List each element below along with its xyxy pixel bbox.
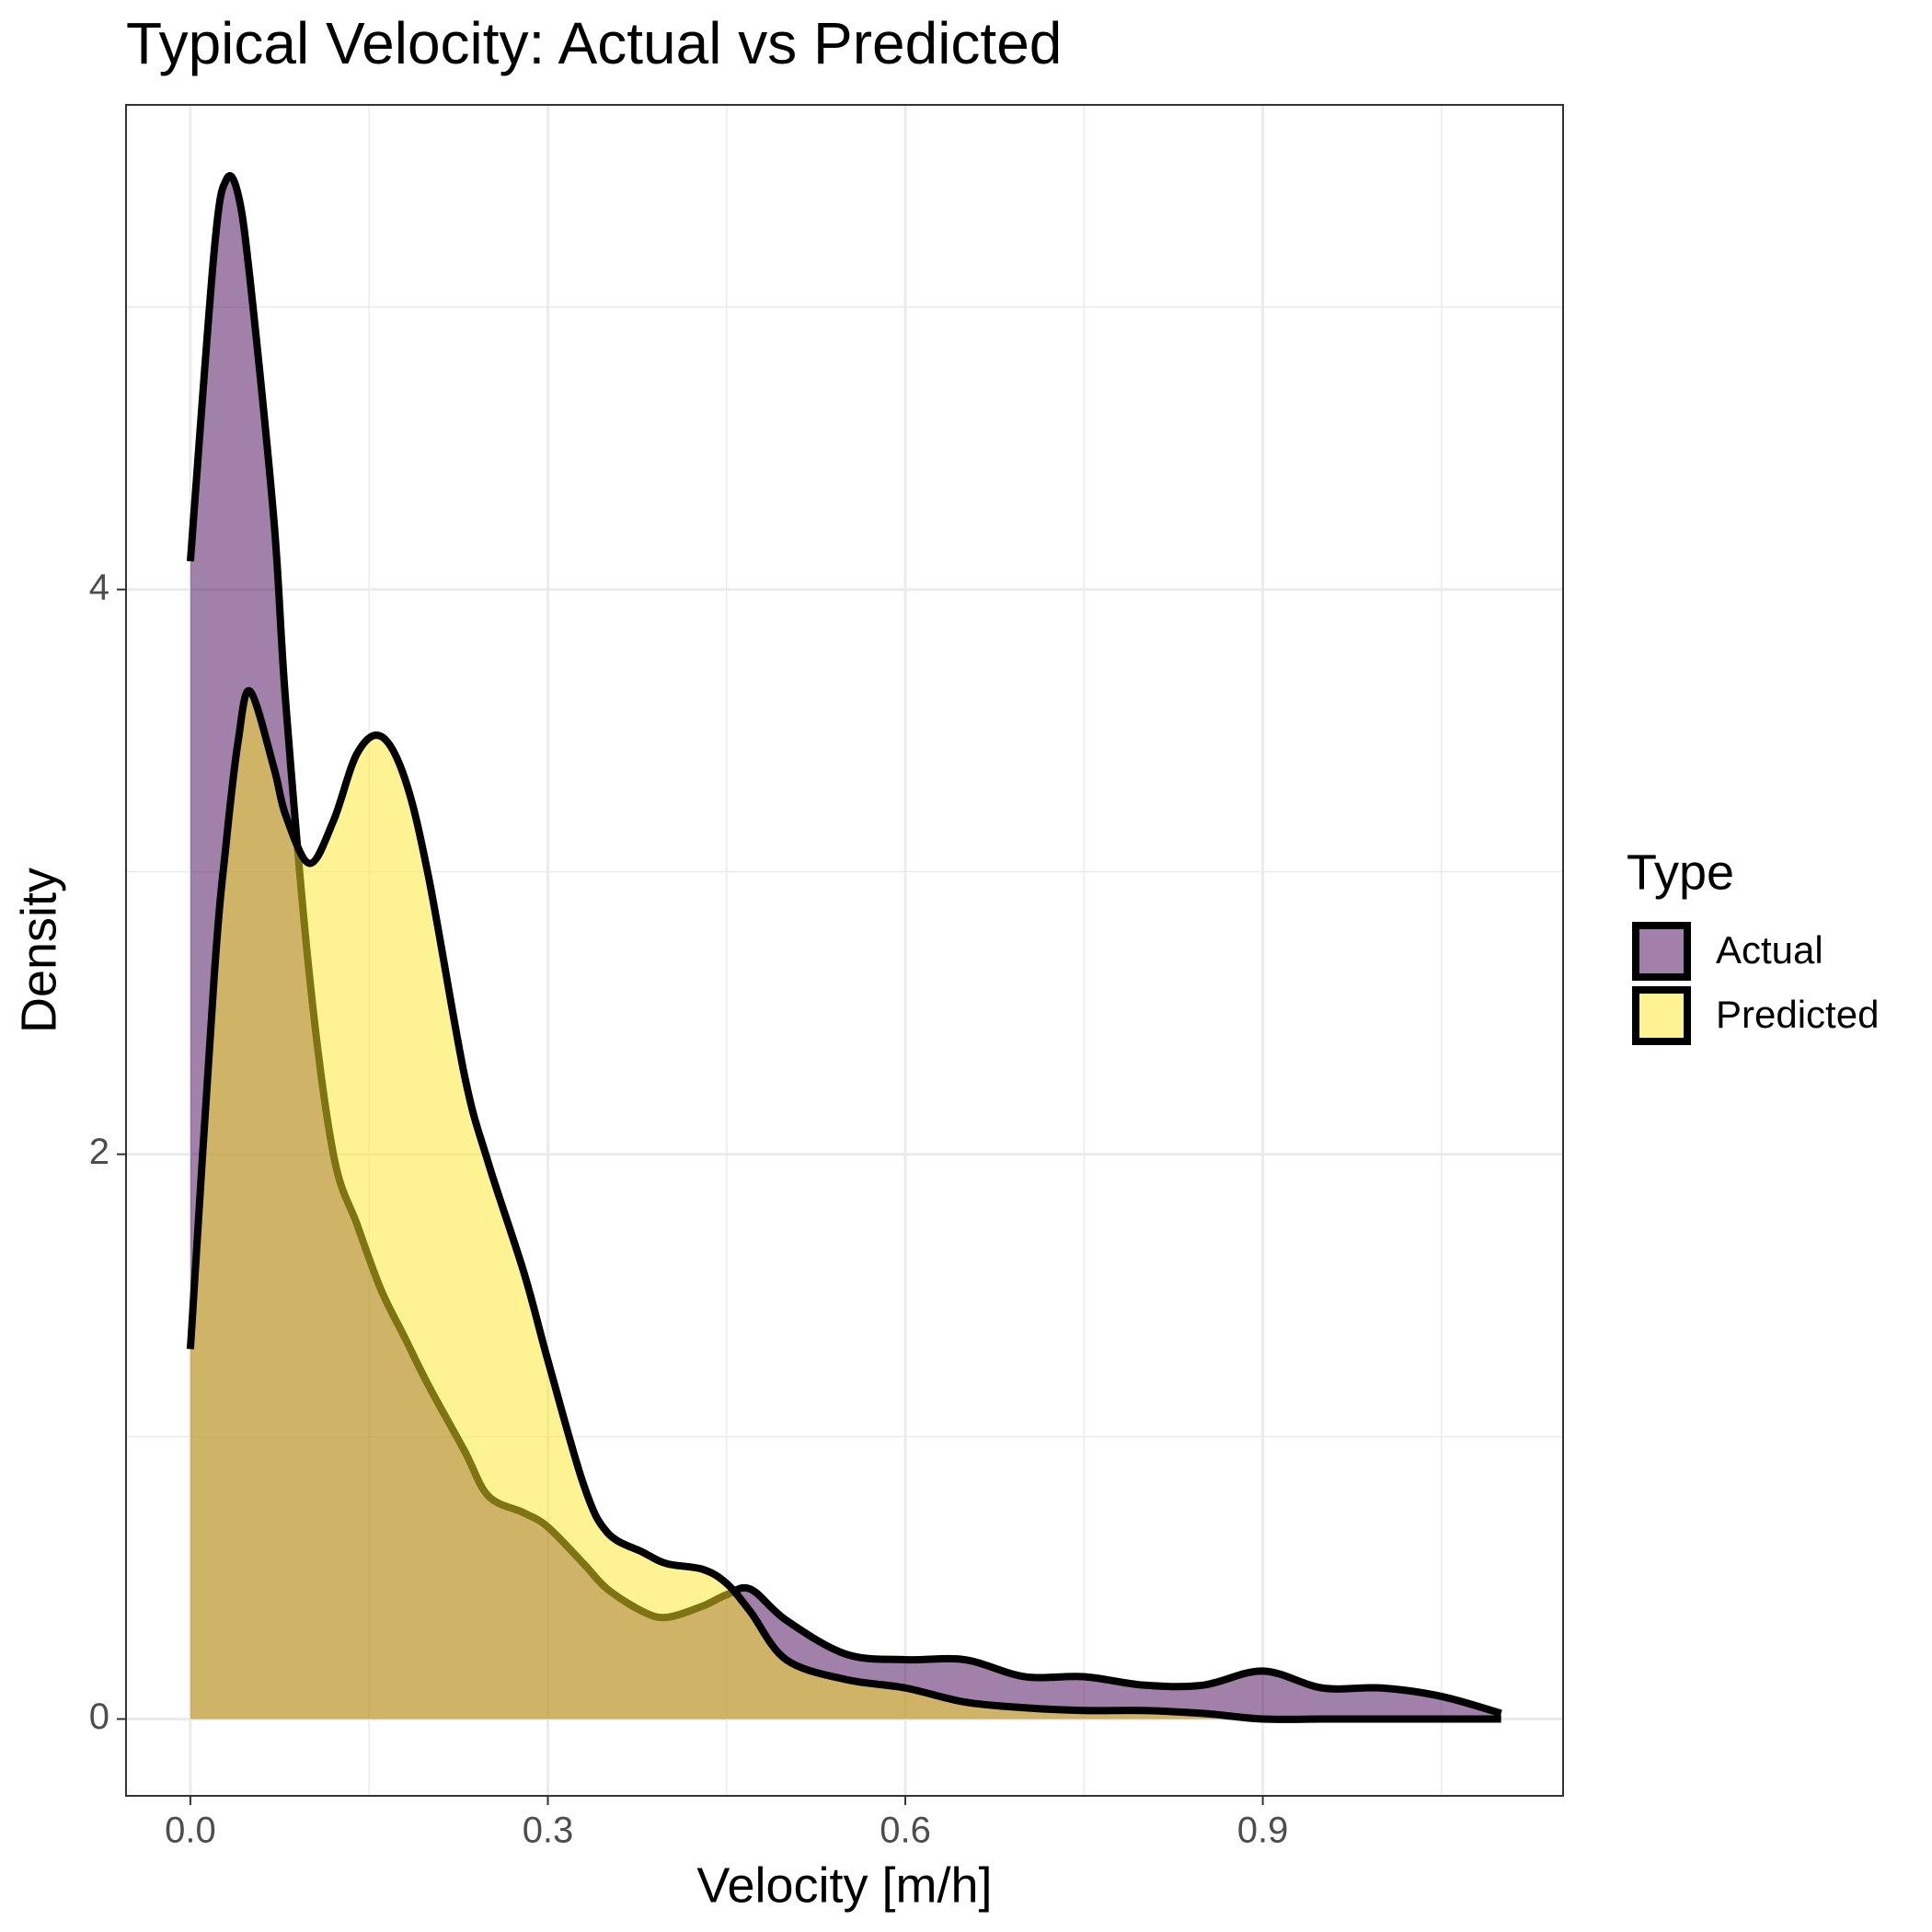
density-line	[186, 686, 1501, 1723]
x-tick-label: 0.3	[523, 1811, 574, 1851]
x-tick-label: 0.9	[1237, 1811, 1289, 1851]
legend-swatch	[1632, 986, 1691, 1045]
chart-title: Typical Velocity: Actual vs Predicted	[126, 10, 1062, 76]
legend-label: Actual	[1716, 928, 1823, 972]
y-tick-label: 4	[89, 567, 109, 607]
density-area	[190, 690, 1501, 1719]
y-tick-label: 2	[89, 1132, 109, 1172]
legend-title: Type	[1627, 845, 1734, 900]
legend-swatch	[1632, 922, 1691, 981]
y-axis-title: Density	[11, 868, 66, 1033]
legend-label: Predicted	[1716, 993, 1879, 1036]
plot-border	[125, 104, 1564, 1797]
x-tick-label: 0.0	[165, 1811, 216, 1851]
x-tick-label: 0.6	[880, 1811, 931, 1851]
y-tick-label: 0	[89, 1696, 109, 1737]
x-axis-title: Velocity [m/h]	[696, 1857, 992, 1913]
